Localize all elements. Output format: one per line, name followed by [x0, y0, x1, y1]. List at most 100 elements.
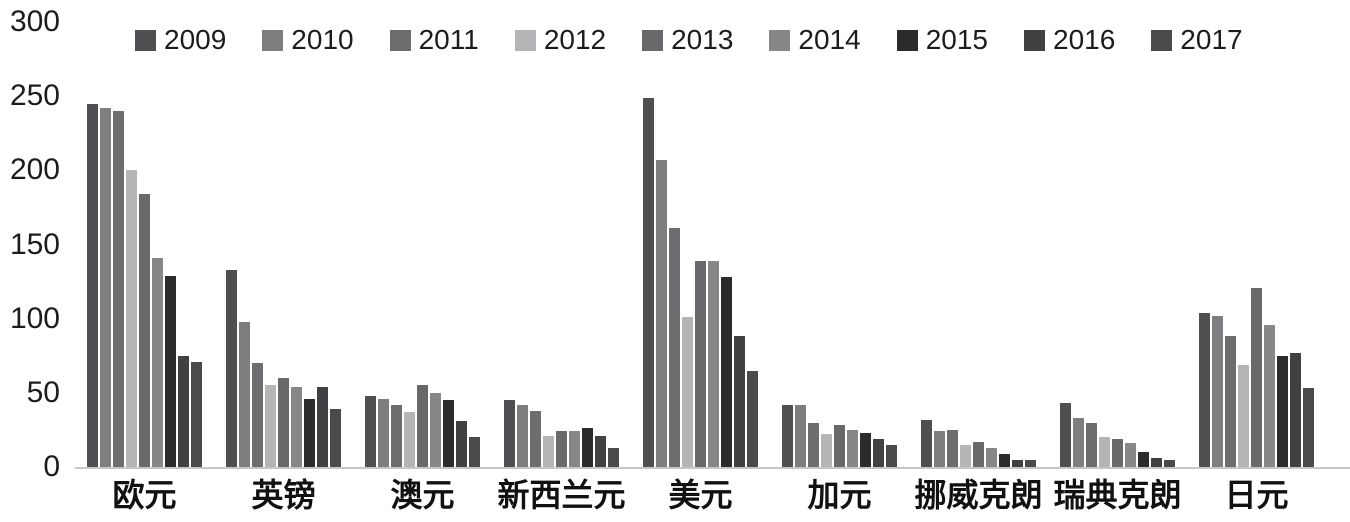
bar-2011	[947, 429, 958, 467]
bar-2011	[669, 228, 680, 467]
bar-2012	[1238, 364, 1249, 467]
x-category-label: 欧元	[112, 477, 177, 513]
bar-2013	[139, 194, 150, 467]
bars-row	[365, 385, 480, 467]
legend-label: 2009	[164, 24, 227, 55]
legend-swatch-icon	[135, 29, 156, 51]
bar-2016	[595, 435, 606, 467]
x-category-label: 美元	[668, 477, 733, 513]
bar-2016	[1012, 459, 1023, 467]
bar-2012	[126, 170, 137, 467]
legend-swatch-icon	[1151, 29, 1173, 51]
legend-swatch-icon	[389, 29, 411, 51]
legend-swatch-icon	[642, 29, 664, 51]
legend-swatch-icon	[262, 29, 284, 51]
bar-2012	[960, 444, 971, 467]
bar-2009	[1199, 312, 1210, 467]
bar-2009	[921, 419, 932, 467]
bar-2015	[1138, 452, 1149, 467]
bars-row	[643, 97, 758, 467]
bar-2010	[795, 404, 806, 467]
legend-item-2015: 2015	[896, 24, 988, 55]
y-tick-label: 50	[26, 375, 60, 409]
legend-item-2012: 2012	[514, 24, 607, 55]
bar-2009	[226, 269, 237, 467]
bar-2011	[113, 111, 124, 467]
bar-2015	[1277, 355, 1288, 467]
bar-2016	[1151, 458, 1162, 467]
bar-2017	[191, 361, 202, 467]
bar-2013	[278, 378, 289, 467]
bar-group-7: 挪威克朗	[914, 22, 1043, 511]
legend-item-2013: 2013	[642, 26, 733, 54]
bar-2012	[265, 385, 276, 467]
bar-2017	[469, 437, 480, 467]
bar-2014	[1125, 443, 1136, 467]
y-tick-label: 250	[9, 79, 60, 113]
bar-group-3: 澳元	[365, 22, 480, 511]
legend-label: 2016	[1053, 24, 1116, 55]
bar-2016	[873, 438, 884, 467]
legend-label: 2013	[671, 24, 734, 55]
bars-row	[1060, 403, 1175, 467]
y-tick-label: 300	[9, 5, 60, 38]
bar-group-8: 瑞典克朗	[1053, 22, 1182, 511]
x-category-label: 挪威克朗	[914, 477, 1043, 513]
legend-label: 2015	[925, 24, 988, 55]
bar-2012	[543, 435, 554, 467]
bar-2014	[291, 386, 302, 467]
bars-row	[504, 400, 619, 467]
legend-item-2010: 2010	[262, 24, 354, 55]
bar-2015	[860, 432, 871, 467]
y-tick-label: 150	[9, 227, 60, 261]
bar-2009	[365, 395, 376, 467]
bar-group-6: 加元	[782, 22, 897, 511]
bar-2015	[165, 275, 176, 467]
bar-2017	[330, 409, 341, 467]
bar-2012	[404, 412, 415, 467]
bar-2011	[252, 363, 263, 467]
x-category-label: 新西兰元	[497, 477, 626, 513]
bar-2013	[417, 385, 428, 467]
legend-item-2017: 2017	[1151, 24, 1243, 55]
bar-2016	[1290, 352, 1301, 467]
bar-2014	[430, 392, 441, 467]
x-category-label: 英镑	[251, 477, 316, 513]
legend: 2009 2010 2011 2012 2013 2014 2015 2016 2017	[135, 26, 1243, 54]
bar-2017	[747, 370, 758, 467]
legend-item-2014: 2014	[769, 24, 861, 55]
bar-2011	[1225, 336, 1236, 467]
legend-label: 2010	[291, 24, 354, 55]
bar-2015	[304, 398, 315, 467]
bar-2013	[1112, 438, 1123, 467]
bar-2010	[1073, 418, 1084, 467]
bar-2015	[999, 453, 1010, 467]
bars-row	[921, 419, 1036, 467]
legend-label: 2017	[1180, 24, 1243, 55]
x-category-label: 澳元	[390, 477, 455, 513]
bar-2014	[1264, 324, 1275, 467]
x-category-label: 瑞典克朗	[1053, 477, 1182, 513]
bar-2009	[1060, 403, 1071, 467]
bar-2014	[152, 257, 163, 467]
bars-row	[87, 103, 202, 467]
bar-2017	[886, 444, 897, 467]
plot-area: 欧元 英镑 澳元 新西兰元 美元 加元 挪威克朗 瑞典克朗 日元	[85, 22, 1332, 511]
bar-2012	[682, 317, 693, 467]
legend-label: 2014	[798, 24, 861, 55]
bar-2015	[443, 400, 454, 467]
bar-2017	[608, 447, 619, 467]
bars-row	[226, 269, 341, 467]
legend-item-2009: 2009	[135, 26, 226, 54]
bar-2011	[1086, 422, 1097, 467]
bar-2009	[504, 400, 515, 467]
legend-item-2011: 2011	[389, 26, 479, 54]
bar-group-9: 日元	[1199, 22, 1314, 511]
bars-row	[1199, 287, 1314, 467]
bar-2013	[973, 441, 984, 467]
bar-2017	[1025, 459, 1036, 467]
bar-group-5: 美元	[643, 22, 758, 511]
bar-2014	[847, 429, 858, 467]
legend-label: 2012	[543, 24, 607, 55]
bar-2016	[178, 355, 189, 467]
